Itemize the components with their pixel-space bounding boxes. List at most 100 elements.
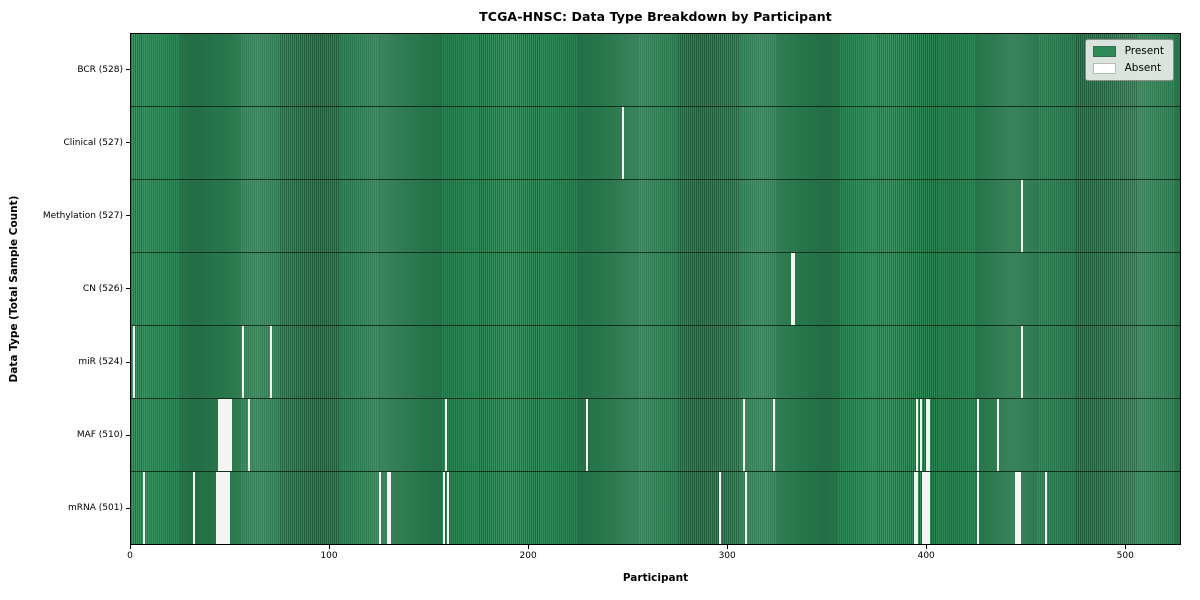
absent-mark bbox=[379, 472, 382, 544]
absent-mark bbox=[226, 399, 229, 471]
absent-mark bbox=[226, 472, 229, 544]
x-tick-label: 300 bbox=[718, 551, 736, 561]
absent-mark bbox=[444, 399, 447, 471]
y-tick-mark bbox=[126, 69, 130, 71]
legend-label: Absent bbox=[1124, 62, 1162, 74]
x-tick-mark bbox=[1124, 545, 1126, 549]
absent-mark bbox=[224, 472, 227, 544]
absent-mark bbox=[915, 472, 918, 544]
y-tick-label: CN (526) bbox=[82, 283, 123, 294]
x-tick-mark bbox=[726, 545, 728, 549]
x-tick-label: 200 bbox=[519, 551, 537, 561]
absent-mark bbox=[913, 472, 916, 544]
heatmap-row-maf bbox=[131, 399, 1180, 472]
absent-mark bbox=[585, 399, 588, 471]
chart-title: TCGA-HNSC: Data Type Breakdown by Partic… bbox=[479, 9, 832, 24]
y-tick-label: MAF (510) bbox=[76, 430, 123, 441]
x-tick-mark bbox=[328, 545, 330, 549]
heatmap-row-clinical bbox=[131, 107, 1180, 180]
y-tick-mark bbox=[126, 434, 130, 436]
absent-mark bbox=[744, 472, 747, 544]
y-tick-mark bbox=[126, 215, 130, 217]
absent-mark bbox=[915, 399, 918, 471]
absent-mark bbox=[925, 399, 928, 471]
absent-mark bbox=[228, 399, 231, 471]
absent-mark bbox=[132, 326, 135, 398]
x-tick-label: 400 bbox=[917, 551, 935, 561]
absent-mark bbox=[442, 472, 445, 544]
absent-mark bbox=[919, 399, 922, 471]
y-tick-mark bbox=[126, 507, 130, 509]
absent-mark bbox=[742, 399, 745, 471]
absent-mark bbox=[242, 326, 245, 398]
y-tick-mir: miR (524) bbox=[0, 326, 130, 399]
y-tick-label: miR (524) bbox=[78, 357, 123, 368]
absent-mark bbox=[222, 399, 225, 471]
absent-mark bbox=[790, 253, 793, 325]
absent-mark bbox=[389, 472, 392, 544]
absent-mark bbox=[216, 472, 219, 544]
x-tick-label: 500 bbox=[1116, 551, 1134, 561]
absent-mark bbox=[1017, 472, 1020, 544]
heatmap-row-bcr bbox=[131, 34, 1180, 107]
absent-mark bbox=[772, 399, 775, 471]
y-tick-bcr: BCR (528) bbox=[0, 33, 130, 106]
absent-mark bbox=[228, 472, 231, 544]
absent-mark bbox=[230, 399, 233, 471]
absent-mark bbox=[921, 472, 924, 544]
absent-mark bbox=[925, 472, 928, 544]
x-tick-mark bbox=[129, 545, 131, 549]
absent-mark bbox=[1044, 472, 1047, 544]
x-axis-ticks: 0 100 200 300 400 500 bbox=[127, 545, 1181, 567]
absent-mark bbox=[222, 472, 225, 544]
absent-mark bbox=[792, 253, 795, 325]
heatmap-row-mir bbox=[131, 326, 1180, 399]
y-tick-clinical: Clinical (527) bbox=[0, 106, 130, 179]
absent-mark bbox=[1019, 472, 1022, 544]
y-tick-methylation: Methylation (527) bbox=[0, 179, 130, 252]
y-tick-label: mRNA (501) bbox=[68, 503, 123, 514]
x-tick-mark bbox=[527, 545, 529, 549]
absent-mark bbox=[1015, 472, 1018, 544]
x-tick-label: 0 bbox=[127, 551, 133, 561]
absent-mark bbox=[621, 107, 624, 179]
legend-swatch-present bbox=[1092, 45, 1116, 57]
legend: Present Absent bbox=[1084, 39, 1174, 81]
absent-mark bbox=[719, 472, 722, 544]
absent-mark bbox=[997, 399, 1000, 471]
legend-swatch-absent bbox=[1092, 62, 1116, 74]
x-tick-label: 100 bbox=[320, 551, 338, 561]
absent-mark bbox=[977, 472, 980, 544]
y-tick-label: Methylation (527) bbox=[42, 210, 123, 221]
y-tick-mark bbox=[126, 361, 130, 363]
absent-mark bbox=[1021, 326, 1024, 398]
heatmap-row-methylation bbox=[131, 180, 1180, 253]
y-axis-labels: BCR (528) Clinical (527) Methylation (527)… bbox=[0, 33, 130, 545]
absent-mark bbox=[270, 326, 273, 398]
absent-mark bbox=[1021, 180, 1024, 252]
absent-mark bbox=[248, 399, 251, 471]
x-axis-title: Participant bbox=[622, 572, 689, 584]
legend-label: Present bbox=[1124, 45, 1164, 57]
heatmap-plot-area: Present Absent bbox=[130, 33, 1181, 545]
absent-mark bbox=[192, 472, 195, 544]
heatmap-row-cn bbox=[131, 253, 1180, 326]
y-tick-mark bbox=[126, 142, 130, 144]
absent-mark bbox=[224, 399, 227, 471]
x-tick-mark bbox=[925, 545, 927, 549]
y-tick-maf: MAF (510) bbox=[0, 399, 130, 472]
y-tick-mrna: mRNA (501) bbox=[0, 472, 130, 545]
absent-mark bbox=[387, 472, 390, 544]
absent-mark bbox=[218, 472, 221, 544]
absent-mark bbox=[927, 399, 930, 471]
y-tick-label: BCR (528) bbox=[77, 64, 123, 75]
y-tick-cn: CN (526) bbox=[0, 252, 130, 325]
absent-mark bbox=[923, 472, 926, 544]
legend-item-absent: Absent bbox=[1092, 62, 1164, 74]
absent-mark bbox=[977, 399, 980, 471]
legend-item-present: Present bbox=[1092, 45, 1164, 57]
y-tick-label: Clinical (527) bbox=[63, 137, 123, 148]
absent-mark bbox=[220, 399, 223, 471]
y-tick-mark bbox=[126, 288, 130, 290]
